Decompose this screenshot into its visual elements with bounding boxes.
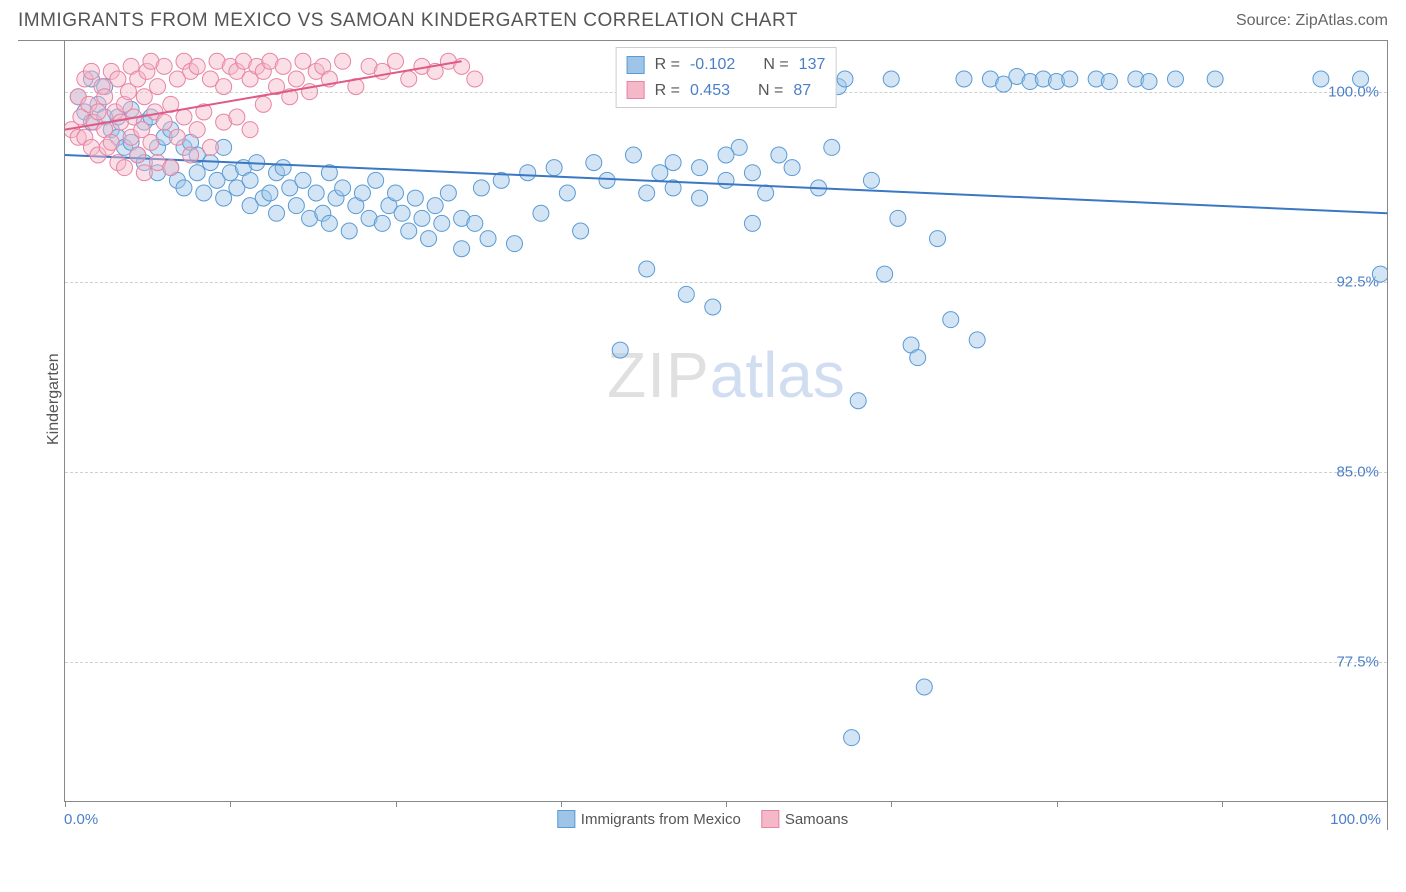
legend-swatch-blue xyxy=(627,56,645,74)
bottom-legend-item-1: Immigrants from Mexico xyxy=(557,810,741,828)
chart-container: Kindergarten ZIPatlas R = -0.102 N = 137… xyxy=(18,40,1388,830)
legend-row-series1: R = -0.102 N = 137 xyxy=(627,52,826,78)
n-value-2: 87 xyxy=(793,78,811,104)
chart-title: IMMIGRANTS FROM MEXICO VS SAMOAN KINDERG… xyxy=(18,10,798,32)
r-label-2: R = xyxy=(655,78,680,104)
x-tick xyxy=(1222,801,1223,807)
x-tick xyxy=(1057,801,1058,807)
legend-swatch-pink xyxy=(627,81,645,99)
n-label-1: N = xyxy=(763,52,788,78)
x-tick xyxy=(230,801,231,807)
legend-row-series2: R = 0.453 N = 87 xyxy=(627,78,826,104)
x-tick xyxy=(561,801,562,807)
y-axis-title: Kindergarten xyxy=(45,353,63,445)
x-tick xyxy=(396,801,397,807)
chart-header: IMMIGRANTS FROM MEXICO VS SAMOAN KINDERG… xyxy=(0,0,1406,40)
bottom-legend-label-1: Immigrants from Mexico xyxy=(581,811,741,828)
bottom-legend: Immigrants from Mexico Samoans xyxy=(557,810,848,828)
scatter-svg xyxy=(65,41,1387,801)
x-tick xyxy=(1387,801,1388,807)
x-tick xyxy=(891,801,892,807)
n-value-1: 137 xyxy=(799,52,826,78)
plot-area: ZIPatlas R = -0.102 N = 137 R = 0.453 N … xyxy=(64,41,1387,802)
x-axis-max-label: 100.0% xyxy=(1330,811,1381,828)
x-tick xyxy=(65,801,66,807)
r-value-1: -0.102 xyxy=(690,52,735,78)
r-value-2: 0.453 xyxy=(690,78,730,104)
r-label-1: R = xyxy=(655,52,680,78)
x-tick xyxy=(726,801,727,807)
source-attribution: Source: ZipAtlas.com xyxy=(1236,12,1388,30)
x-axis-min-label: 0.0% xyxy=(64,811,98,828)
bottom-swatch-blue xyxy=(557,810,575,828)
bottom-legend-item-2: Samoans xyxy=(761,810,848,828)
bottom-swatch-pink xyxy=(761,810,779,828)
bottom-legend-label-2: Samoans xyxy=(785,811,848,828)
correlation-legend: R = -0.102 N = 137 R = 0.453 N = 87 xyxy=(616,47,837,108)
n-label-2: N = xyxy=(758,78,783,104)
